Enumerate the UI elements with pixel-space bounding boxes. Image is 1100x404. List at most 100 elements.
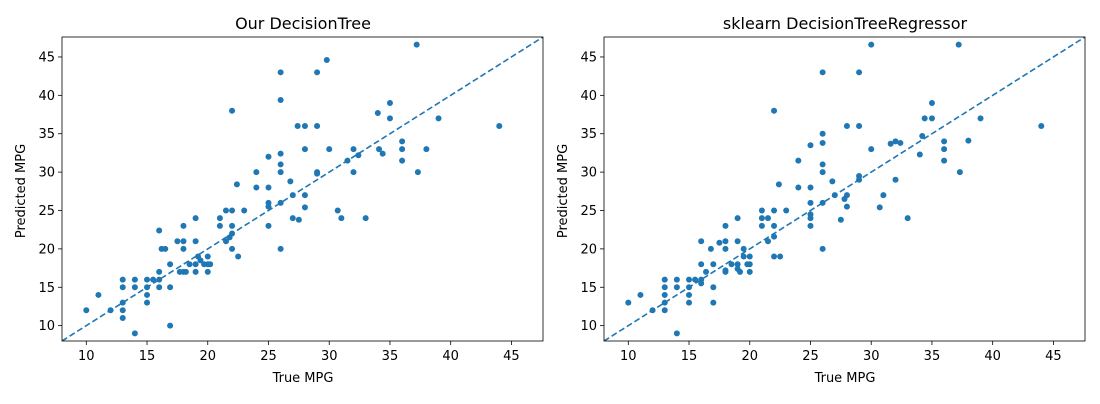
x-tick-label: 30 xyxy=(321,349,338,364)
data-point xyxy=(192,238,199,245)
y-tick-label: 20 xyxy=(38,242,55,257)
data-point xyxy=(186,261,193,268)
y-tick-label: 30 xyxy=(580,166,597,181)
data-point xyxy=(338,215,345,222)
data-point xyxy=(162,245,169,252)
data-point xyxy=(734,215,741,222)
data-point xyxy=(289,192,296,199)
data-point xyxy=(928,100,935,107)
data-point xyxy=(716,239,723,246)
data-point xyxy=(868,41,875,48)
data-point xyxy=(941,157,948,164)
data-point xyxy=(119,299,126,306)
data-point xyxy=(1038,123,1045,130)
data-point xyxy=(710,261,717,268)
data-point xyxy=(119,276,126,283)
data-point xyxy=(144,284,151,291)
data-point xyxy=(156,284,163,291)
data-point xyxy=(819,245,826,252)
data-point xyxy=(180,245,187,252)
data-point xyxy=(965,137,972,144)
y-tick-label: 30 xyxy=(38,166,55,181)
data-point xyxy=(807,142,814,149)
x-tick-label: 35 xyxy=(924,349,941,364)
data-point xyxy=(277,96,284,103)
y-axis-label: Predicted MPG xyxy=(556,144,571,238)
reference-line-y-equals-x xyxy=(62,37,543,341)
data-point xyxy=(156,276,163,283)
data-point xyxy=(722,245,729,252)
x-tick-label: 20 xyxy=(199,349,216,364)
data-point xyxy=(350,169,357,176)
data-point xyxy=(277,199,284,206)
data-point xyxy=(156,227,163,234)
data-point xyxy=(144,291,151,298)
x-tick-label: 40 xyxy=(984,349,1001,364)
data-point xyxy=(764,215,771,222)
data-point xyxy=(277,245,284,252)
data-point xyxy=(843,203,850,210)
data-point xyxy=(413,41,420,48)
data-point xyxy=(722,238,729,245)
data-point xyxy=(892,176,899,183)
data-point xyxy=(955,41,962,48)
data-point xyxy=(344,157,351,164)
data-point xyxy=(819,169,826,176)
data-point xyxy=(119,307,126,314)
data-point xyxy=(892,138,899,145)
subplot-title: Our DecisionTree xyxy=(235,14,371,33)
data-point xyxy=(692,276,699,283)
data-point xyxy=(941,146,948,153)
x-tick-label: 15 xyxy=(681,349,698,364)
data-point xyxy=(661,291,668,298)
data-point xyxy=(819,161,826,168)
data-point xyxy=(737,268,744,275)
data-point xyxy=(637,291,644,298)
data-point xyxy=(399,157,406,164)
data-point xyxy=(758,215,765,222)
data-point xyxy=(277,161,284,168)
data-point xyxy=(829,178,836,185)
data-point xyxy=(301,146,308,153)
data-point xyxy=(180,222,187,229)
data-point xyxy=(119,314,126,321)
y-tick-label: 35 xyxy=(580,127,597,142)
data-point xyxy=(144,276,151,283)
data-point xyxy=(887,140,894,147)
data-points xyxy=(625,41,1045,337)
data-point xyxy=(843,123,850,130)
data-point xyxy=(314,123,321,130)
data-point xyxy=(156,268,163,275)
data-point xyxy=(868,146,875,153)
data-point xyxy=(703,268,710,275)
data-point xyxy=(229,230,236,237)
data-point xyxy=(771,107,778,114)
data-point xyxy=(856,123,863,130)
data-point xyxy=(734,261,741,268)
data-point xyxy=(661,307,668,314)
data-point xyxy=(919,133,926,140)
x-tick-label: 15 xyxy=(139,349,156,364)
data-point xyxy=(131,330,138,337)
data-point xyxy=(222,207,229,214)
y-tick-label: 15 xyxy=(38,281,55,296)
x-tick-label: 45 xyxy=(1045,349,1062,364)
data-point xyxy=(856,69,863,76)
data-point xyxy=(686,284,693,291)
x-tick-label: 30 xyxy=(863,349,880,364)
data-point xyxy=(837,216,844,223)
data-point xyxy=(229,245,236,252)
data-point xyxy=(414,169,421,176)
data-point xyxy=(707,245,714,252)
data-point xyxy=(746,268,753,275)
data-point xyxy=(182,268,189,275)
x-tick-label: 45 xyxy=(503,349,520,364)
data-point xyxy=(831,192,838,199)
axes-frame xyxy=(603,36,1086,342)
data-point xyxy=(819,139,826,146)
data-point xyxy=(287,178,294,185)
x-tick-label: 35 xyxy=(382,349,399,364)
x-tick-label: 40 xyxy=(442,349,459,364)
